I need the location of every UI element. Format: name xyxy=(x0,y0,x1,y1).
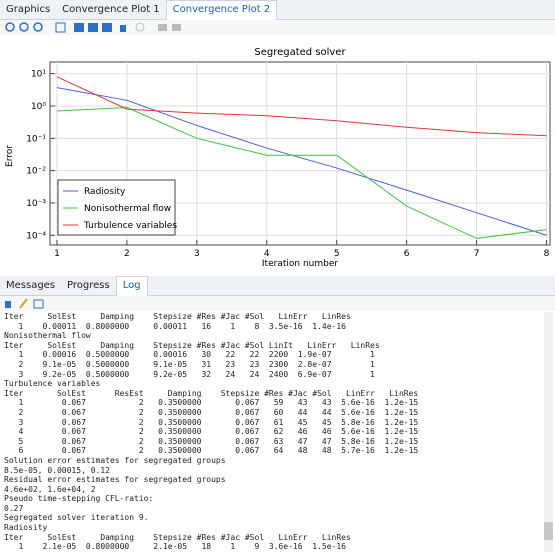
log-line: 4.6e+02, 1.6e+04, 2 xyxy=(4,484,96,494)
log-line: 1 0.00016 0.5000000 0.00016 30 22 22 220… xyxy=(4,350,375,360)
top-tabs: Graphics Convergence Plot 1 Convergence Pl… xyxy=(0,0,555,20)
tab[interactable]: Convergence Plot 2 xyxy=(165,0,278,20)
log-line: Iter SolEst Damping Stepsize #Res #Jac #… xyxy=(4,340,380,350)
log-line: 1 2.1e-05 0.8000000 2.1e-05 18 1 9 3.6e-… xyxy=(4,542,346,552)
bottom-tabs: Messages Progress Log xyxy=(0,276,555,296)
log-line: 3 0.067 2 0.3500000 0.067 61 45 45 5.8e-… xyxy=(4,417,419,427)
x-tick-label: 6 xyxy=(404,249,410,259)
log-line: Radiosity xyxy=(4,523,48,533)
log-text: Iter SolEst Damping Stepsize #Res #Jac #… xyxy=(4,312,534,554)
series-line xyxy=(56,87,547,236)
x-tick-label: 5 xyxy=(334,249,340,259)
log-line: 4 0.067 2 0.3500000 0.067 62 46 46 5.6e-… xyxy=(4,427,419,437)
log-line: 0.27 xyxy=(4,503,24,513)
x-tick-label: 1 xyxy=(54,249,60,259)
log-line: Segregated solver iteration 9. xyxy=(4,513,149,523)
y-tick-label: 10⁻¹ xyxy=(26,134,46,144)
x-tick-label: 8 xyxy=(544,249,550,259)
log-icons xyxy=(5,298,44,309)
log-line: 8.5e-05, 0.00015, 0.12 xyxy=(4,465,110,475)
legend-label: Nonisothermal flow xyxy=(84,204,171,214)
tab[interactable]: Convergence Plot 1 xyxy=(62,4,160,15)
x-tick-label: 7 xyxy=(474,249,480,259)
log-line: 2 9.1e-05 0.5000000 9.1e-05 31 23 23 230… xyxy=(4,359,375,369)
log-line: 5 0.067 2 0.3500000 0.067 63 47 47 5.8e-… xyxy=(4,436,419,446)
chart-title: Segregated solver xyxy=(254,47,346,58)
x-tick-label: 3 xyxy=(194,249,200,259)
log-line: 6 0.067 2 0.3500000 0.067 64 48 48 5.7e-… xyxy=(4,446,419,456)
legend xyxy=(57,179,176,236)
legend-label: Radiosity xyxy=(84,187,126,197)
x-tick-label: 4 xyxy=(264,249,270,259)
toolbar-icons xyxy=(5,22,181,33)
log-line: Iter SolEst ResEst Damping Stepsize #Res… xyxy=(4,388,419,398)
log-line: 1 0.00011 0.8000000 0.00011 16 1 8 3.5e-… xyxy=(4,321,346,331)
series-line xyxy=(56,76,547,137)
y-tick-label: 10⁻⁴ xyxy=(26,231,46,241)
tab[interactable]: Progress xyxy=(67,280,110,291)
log-line: Pseudo time-stepping CFL-ratio: xyxy=(4,494,154,504)
log-toolbar xyxy=(0,296,555,311)
tab[interactable]: Messages xyxy=(6,280,56,291)
legend-label: Turbulence variables xyxy=(83,221,177,231)
plot-panel: Segregated solver 10⁻⁴ 10⁻³ 10⁻² 10⁻¹ 10⁰ 10¹ 1… xyxy=(5,47,551,269)
x-axis-label: Iteration number xyxy=(262,259,338,269)
y-tick-label: 10⁻³ xyxy=(26,199,46,209)
tab[interactable]: Graphics xyxy=(6,4,51,15)
series-line xyxy=(56,106,547,239)
scrollbar[interactable] xyxy=(544,312,553,552)
y-tick-label: 10¹ xyxy=(31,70,46,80)
tab[interactable]: Log xyxy=(115,276,148,296)
log-line: Iter SolEst Damping Stepsize #Res #Jac #… xyxy=(4,312,351,321)
log-line: Turbulence variables xyxy=(4,379,101,389)
log-line: Iter SolEst Damping Stepsize #Res #Jac #… xyxy=(4,532,351,542)
log-line: 1 0.067 2 0.3500000 0.067 59 43 43 5.6e-… xyxy=(4,398,419,408)
toolbar xyxy=(0,20,555,35)
y-tick-label: 10⁰ xyxy=(31,102,46,112)
log-line: 2 0.067 2 0.3500000 0.067 60 44 44 5.6e-… xyxy=(4,407,419,417)
y-tick-label: 10⁻² xyxy=(26,167,46,177)
log-line: 3 9.2e-05 0.5000000 9.2e-05 32 24 24 240… xyxy=(4,369,375,379)
log-line: Nonisothermal flow xyxy=(4,331,91,341)
log-line: Residual error estimates for segregated … xyxy=(4,475,226,485)
x-tick-label: 2 xyxy=(124,249,130,259)
log-line: Solution error estimates for segregated … xyxy=(4,455,226,465)
y-axis-label: Error xyxy=(5,145,15,167)
